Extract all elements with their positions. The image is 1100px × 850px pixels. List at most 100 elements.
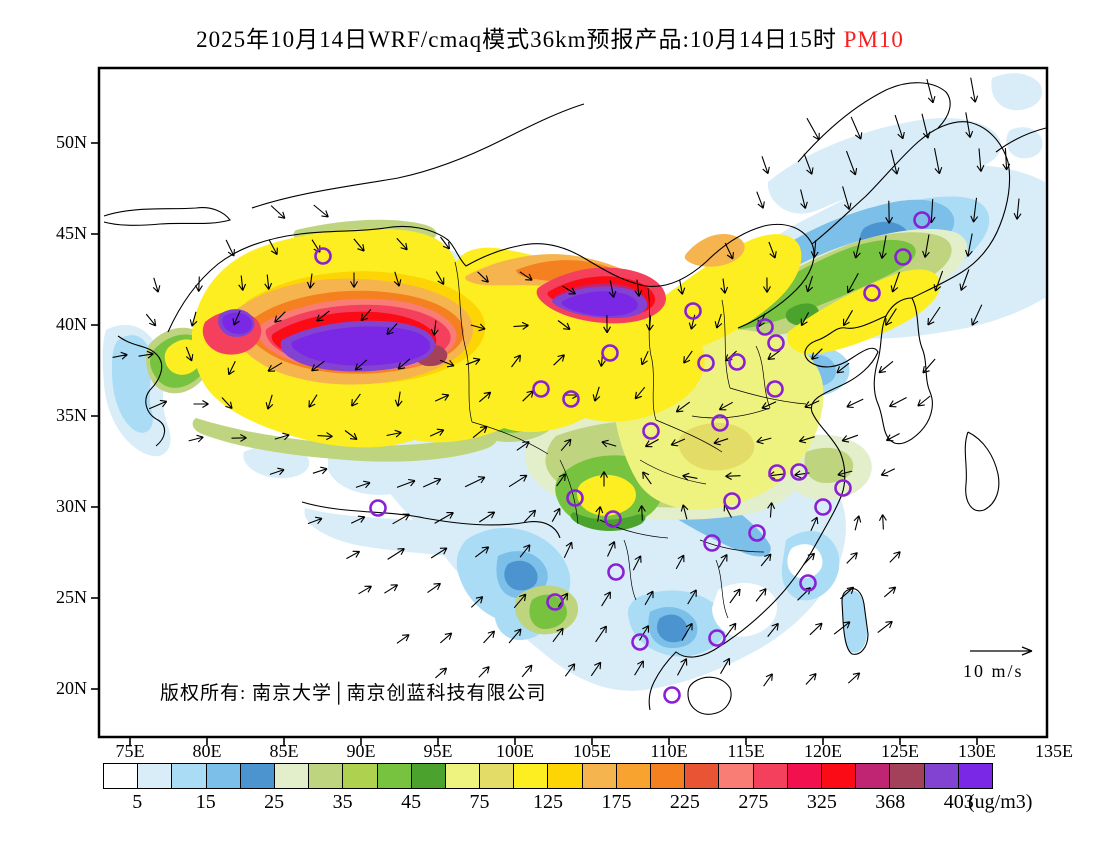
lat-label: 45N [56,223,87,243]
lon-label: 110E [650,741,688,761]
city-marker [663,686,681,704]
colorbar-cell [445,763,481,789]
colorbar-tick-label: 175 [601,791,632,813]
city-marker [913,211,931,229]
lon-label: 105E [573,741,611,761]
city-marker [566,489,584,507]
lon-label: 100E [496,741,534,761]
city-marker [601,344,619,362]
city-marker [631,633,649,651]
colorbar-cell [753,763,788,789]
city-marker [642,422,660,440]
city-marker [863,284,881,302]
lat-label: 50N [56,132,87,152]
city-marker [703,534,721,552]
city-marker [748,524,766,542]
city-marker [728,353,746,371]
colorbar-cell [582,763,617,789]
city-marker [532,380,550,398]
colorbar-cell [343,763,378,789]
wind-scale-label: 10 m/s [963,661,1024,681]
colorbar-cell [480,763,515,789]
colorbar-cell [138,763,173,789]
lat-label: 30N [56,496,87,516]
city-marker [607,563,625,581]
colorbar-cell [787,763,822,789]
lon-label: 130E [958,741,996,761]
page-title: 2025年10月14日WRF/cmaq模式36km预报产品:10月14日15时 … [0,20,1100,54]
colorbar-tick-label: 75 [469,791,490,813]
city-marker [767,334,785,352]
colorbar-tick-label: 15 [195,791,216,813]
title-text: 2025年10月14日WRF/cmaq模式36km预报产品:10月14日15时 [196,27,837,52]
colorbar-cell [548,763,583,789]
city-marker [766,380,784,398]
city-marker [711,414,729,432]
colorbar-tick-label: 125 [533,791,563,813]
city-marker [756,318,774,336]
lon-label: 80E [192,741,222,761]
colorbar-cell [821,763,857,789]
colorbar-cell [172,763,207,789]
colorbar-tick-label: 275 [738,791,769,813]
city-marker [562,390,580,408]
city-marker [604,510,622,528]
lat-label: 35N [56,405,87,425]
lat-label: 40N [56,314,87,334]
city-marker [799,574,817,592]
city-marker [894,248,912,266]
lat-label: 25N [56,587,87,607]
city-marker [546,593,564,611]
colorbar-tick-label: 403 [943,791,974,813]
city-marker [314,247,332,265]
colorbar-cell [309,763,344,789]
colorbar-cell [856,763,891,789]
city-marker [790,463,808,481]
colorbar-tick-label: 368 [875,791,906,813]
colorbar-unit: (ug/m3) [968,791,1033,813]
lon-label: 90E [346,741,376,761]
lon-label: 75E [115,741,145,761]
colorbar-cell [958,763,993,789]
city-marker [768,464,786,482]
lon-label: 95E [423,741,453,761]
colorbar-tick-label: 45 [401,791,422,813]
colorbar-cell [103,763,139,789]
city-marker [708,629,726,647]
colorbar-tick-label: 5 [132,791,143,813]
colorbar-cell [924,763,959,789]
colorbar-cell [890,763,925,789]
wind-scale-arrow [970,646,1033,656]
colorbar-tick-label: 35 [332,791,353,813]
city-marker [723,492,741,510]
colorbar-tick-label: 225 [669,791,700,813]
colorbar [103,763,993,789]
colorbar-cell [411,763,446,789]
colorbar-cell [240,763,275,789]
lon-label: 85E [269,741,299,761]
lat-label: 20N [56,678,87,698]
colorbar-cell [514,763,549,789]
wind-arrows [112,77,1022,687]
colorbar-cell [274,763,310,789]
colorbar-cell [616,763,651,789]
colorbar-cell [685,763,720,789]
colorbar-tick-label: 325 [806,791,837,813]
lon-label: 135E [1035,741,1073,761]
city-marker [697,354,715,372]
lon-label: 120E [804,741,842,761]
colorbar-cell [651,763,686,789]
city-marker [834,479,852,497]
lon-label: 125E [881,741,919,761]
lon-label: 115E [727,741,765,761]
city-marker [814,498,832,516]
colorbar-cell [206,763,241,789]
city-marker [369,499,387,517]
copyright-text: 版权所有: 南京大学│南京创蓝科技有限公司 [160,683,547,704]
colorbar-cell [377,763,412,789]
colorbar-tick-label: 25 [264,791,285,813]
title-pollutant: PM10 [843,27,904,52]
colorbar-cell [719,763,754,789]
